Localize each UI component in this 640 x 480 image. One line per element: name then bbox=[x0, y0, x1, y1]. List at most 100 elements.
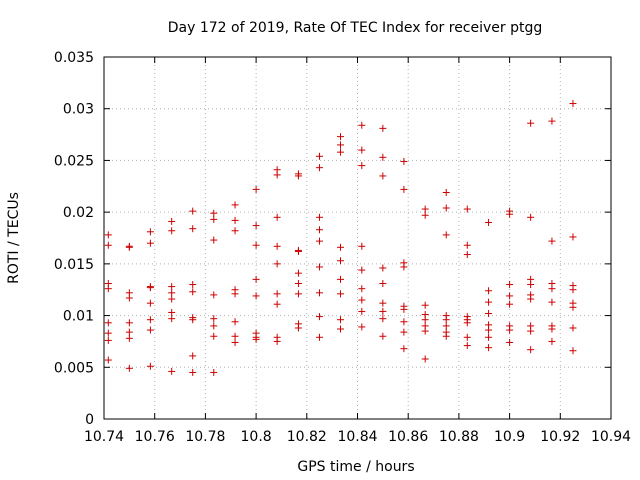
data-point bbox=[506, 292, 514, 300]
y-tick-label: 0.035 bbox=[54, 50, 94, 66]
data-point bbox=[231, 318, 239, 326]
data-point bbox=[189, 207, 197, 215]
data-point bbox=[231, 201, 239, 209]
data-point bbox=[104, 336, 112, 344]
data-point bbox=[358, 285, 366, 293]
data-point bbox=[527, 213, 535, 221]
data-point bbox=[146, 284, 154, 292]
y-tick-label: 0.005 bbox=[54, 360, 94, 376]
data-point bbox=[168, 283, 176, 291]
data-point bbox=[337, 257, 345, 265]
data-point bbox=[168, 315, 176, 323]
data-point bbox=[400, 345, 408, 353]
data-point bbox=[168, 308, 176, 316]
data-point bbox=[421, 211, 429, 219]
data-point bbox=[337, 133, 345, 141]
data-point bbox=[252, 275, 260, 283]
data-point bbox=[315, 164, 323, 172]
data-point bbox=[231, 332, 239, 340]
data-point bbox=[463, 251, 471, 259]
x-tick-label: 10.74 bbox=[84, 429, 124, 445]
data-point bbox=[548, 285, 556, 293]
data-point bbox=[527, 346, 535, 354]
data-point bbox=[548, 325, 556, 333]
data-point bbox=[273, 290, 281, 298]
data-point bbox=[210, 291, 218, 299]
y-axis-ticks: 0 0.005 0.01 0.015 0.02 0.025 0.03 0.035 bbox=[54, 50, 611, 428]
data-point bbox=[210, 209, 218, 217]
data-point bbox=[125, 319, 133, 327]
data-point bbox=[294, 280, 302, 288]
data-point bbox=[569, 303, 577, 311]
data-point bbox=[168, 217, 176, 225]
data-point bbox=[315, 313, 323, 321]
data-point bbox=[506, 300, 514, 308]
data-point bbox=[315, 213, 323, 221]
data-point bbox=[527, 281, 535, 289]
data-point bbox=[189, 288, 197, 296]
data-point bbox=[527, 327, 535, 335]
data-point bbox=[189, 281, 197, 289]
data-point bbox=[315, 152, 323, 160]
data-point bbox=[485, 287, 493, 295]
data-point bbox=[315, 333, 323, 341]
data-points bbox=[104, 100, 577, 376]
data-point bbox=[421, 327, 429, 335]
data-point bbox=[485, 298, 493, 306]
data-point bbox=[379, 172, 387, 180]
data-point bbox=[273, 171, 281, 179]
data-point bbox=[506, 326, 514, 334]
data-point bbox=[273, 300, 281, 308]
data-point bbox=[485, 326, 493, 334]
data-point bbox=[463, 342, 471, 350]
data-point bbox=[463, 241, 471, 249]
data-point bbox=[379, 307, 387, 315]
data-point bbox=[358, 162, 366, 170]
x-tick-label: 10.76 bbox=[135, 429, 175, 445]
data-point bbox=[485, 344, 493, 352]
data-point bbox=[548, 337, 556, 345]
data-point bbox=[358, 307, 366, 315]
data-point bbox=[252, 241, 260, 249]
x-tick-label: 10.94 bbox=[591, 429, 631, 445]
data-point bbox=[400, 263, 408, 271]
data-point bbox=[252, 292, 260, 300]
data-point bbox=[125, 294, 133, 302]
data-point bbox=[315, 226, 323, 234]
x-tick-label: 10.84 bbox=[337, 429, 377, 445]
data-point bbox=[146, 362, 154, 370]
data-point bbox=[125, 328, 133, 336]
data-point bbox=[210, 332, 218, 340]
data-point bbox=[315, 263, 323, 271]
data-point bbox=[485, 333, 493, 341]
data-point bbox=[294, 324, 302, 332]
data-point bbox=[125, 364, 133, 372]
data-point bbox=[463, 333, 471, 341]
data-point bbox=[400, 305, 408, 313]
data-point bbox=[273, 213, 281, 221]
data-point bbox=[442, 204, 450, 212]
y-tick-label: 0.02 bbox=[63, 205, 94, 221]
data-point bbox=[506, 210, 514, 218]
data-point bbox=[548, 237, 556, 245]
data-point bbox=[231, 227, 239, 235]
data-point bbox=[104, 231, 112, 239]
y-axis-label: ROTI / TECUs bbox=[6, 192, 22, 284]
data-point bbox=[379, 315, 387, 323]
data-point bbox=[337, 290, 345, 298]
data-point bbox=[358, 121, 366, 129]
data-point bbox=[548, 298, 556, 306]
data-point bbox=[315, 237, 323, 245]
data-point bbox=[146, 316, 154, 324]
data-point bbox=[104, 319, 112, 327]
data-point bbox=[231, 338, 239, 346]
x-axis-label: GPS time / hours bbox=[297, 459, 414, 475]
chart-title: Day 172 of 2019, Rate Of TEC Index for r… bbox=[168, 20, 543, 36]
data-point bbox=[379, 264, 387, 272]
data-point bbox=[146, 239, 154, 247]
x-tick-label: 10.86 bbox=[388, 429, 428, 445]
data-point bbox=[168, 367, 176, 375]
x-axis-ticks: 10.74 10.76 10.78 10.8 10.82 10.84 10.86 10.88 1… bbox=[84, 57, 631, 445]
data-point bbox=[189, 225, 197, 233]
